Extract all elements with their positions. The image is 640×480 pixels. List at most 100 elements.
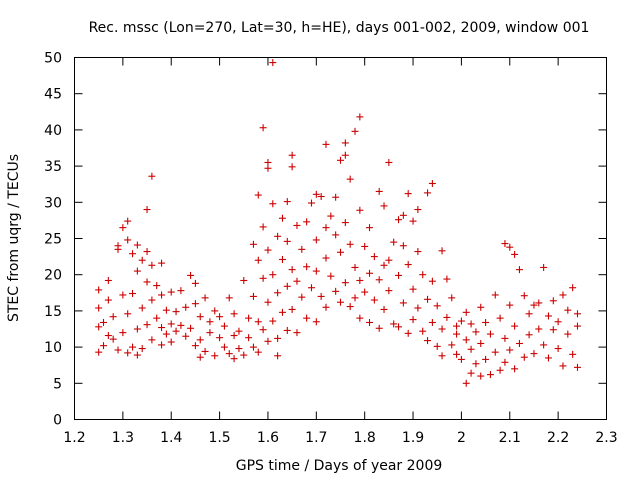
- data-point: [496, 314, 504, 322]
- data-point: [206, 318, 214, 326]
- x-axis-ticks: 1.2 1.3 1.4 1.5 1.6 1.7 1.8 1.9 2 2.1 2.2 2.3: [63, 57, 618, 446]
- data-point: [95, 348, 103, 356]
- data-point: [337, 248, 344, 256]
- data-point: [245, 314, 253, 322]
- data-point: [361, 242, 369, 250]
- data-point: [366, 224, 374, 232]
- y-tick: 45: [44, 87, 607, 103]
- data-point: [201, 294, 209, 302]
- data-point: [428, 277, 436, 285]
- y-tick-label: 45: [44, 87, 62, 103]
- data-point: [419, 271, 427, 279]
- data-point: [269, 200, 277, 208]
- x-tick-label: 1.9: [402, 430, 424, 446]
- data-point: [404, 329, 412, 337]
- data-point: [249, 292, 257, 300]
- data-point: [549, 326, 557, 334]
- y-tick-label: 30: [44, 195, 62, 211]
- x-tick: 1.9: [402, 57, 424, 446]
- data-point: [220, 322, 228, 330]
- data-points: [95, 59, 581, 387]
- data-point: [167, 320, 175, 328]
- data-point: [327, 212, 335, 220]
- data-point: [307, 199, 315, 207]
- data-point: [457, 317, 465, 325]
- data-point: [148, 261, 156, 269]
- y-axis-label: STEC from uqrg / TECUs: [6, 154, 22, 322]
- data-point: [506, 301, 514, 309]
- data-point: [293, 277, 301, 285]
- data-point: [559, 291, 567, 299]
- data-point: [544, 354, 552, 362]
- data-point: [303, 218, 311, 226]
- data-point: [201, 347, 209, 355]
- data-point: [278, 214, 286, 222]
- data-point: [443, 313, 451, 321]
- data-point: [385, 158, 393, 166]
- data-point: [274, 334, 282, 342]
- data-point: [322, 224, 330, 232]
- data-point: [182, 332, 190, 340]
- data-point: [124, 236, 132, 244]
- data-point: [230, 310, 238, 318]
- data-point: [153, 282, 161, 290]
- data-point: [133, 325, 141, 333]
- data-point: [298, 293, 306, 301]
- data-point: [148, 172, 156, 180]
- data-point: [220, 343, 228, 351]
- data-point: [191, 300, 199, 308]
- data-point: [424, 189, 432, 197]
- data-point: [356, 206, 364, 214]
- data-point: [249, 343, 257, 351]
- y-tick-label: 50: [44, 51, 62, 67]
- x-tick: 1.5: [208, 57, 231, 446]
- data-point: [438, 247, 446, 255]
- data-point: [216, 334, 224, 342]
- data-point: [264, 164, 272, 172]
- data-point: [564, 330, 572, 338]
- data-point: [283, 198, 291, 206]
- data-point: [196, 353, 204, 361]
- data-point: [366, 269, 374, 277]
- x-tick-label: 2.3: [595, 430, 617, 446]
- data-point: [453, 350, 461, 358]
- data-point: [133, 267, 141, 275]
- data-point: [225, 350, 233, 358]
- data-point: [428, 318, 436, 326]
- y-tick: 10: [44, 340, 607, 356]
- data-point: [109, 335, 117, 343]
- data-point: [428, 179, 436, 187]
- data-point: [240, 276, 248, 284]
- data-point: [129, 290, 137, 298]
- data-point: [525, 331, 533, 339]
- data-point: [182, 303, 190, 311]
- data-point: [337, 156, 344, 164]
- data-point: [569, 350, 577, 358]
- data-point: [448, 294, 456, 302]
- data-point: [390, 238, 398, 246]
- data-point: [288, 163, 296, 171]
- data-point: [375, 187, 383, 195]
- data-point: [414, 206, 422, 214]
- y-tick: 30: [44, 195, 607, 211]
- data-point: [515, 339, 523, 347]
- data-point: [303, 263, 311, 271]
- data-point: [540, 263, 548, 271]
- data-point: [95, 286, 103, 294]
- data-point: [573, 310, 581, 318]
- data-point: [544, 312, 552, 320]
- data-point: [356, 276, 364, 284]
- data-point: [278, 308, 286, 316]
- x-axis-label: GPS time / Days of year 2009: [236, 458, 443, 474]
- x-tick-label: 1.4: [160, 430, 182, 446]
- data-point: [148, 296, 156, 304]
- data-point: [453, 330, 461, 338]
- y-tick-label: 0: [53, 413, 62, 429]
- x-tick-label: 1.3: [112, 430, 134, 446]
- data-point: [225, 294, 233, 302]
- data-point: [327, 272, 335, 280]
- data-point: [346, 240, 354, 248]
- data-point: [143, 206, 151, 214]
- data-point: [322, 303, 330, 311]
- data-point: [438, 325, 446, 333]
